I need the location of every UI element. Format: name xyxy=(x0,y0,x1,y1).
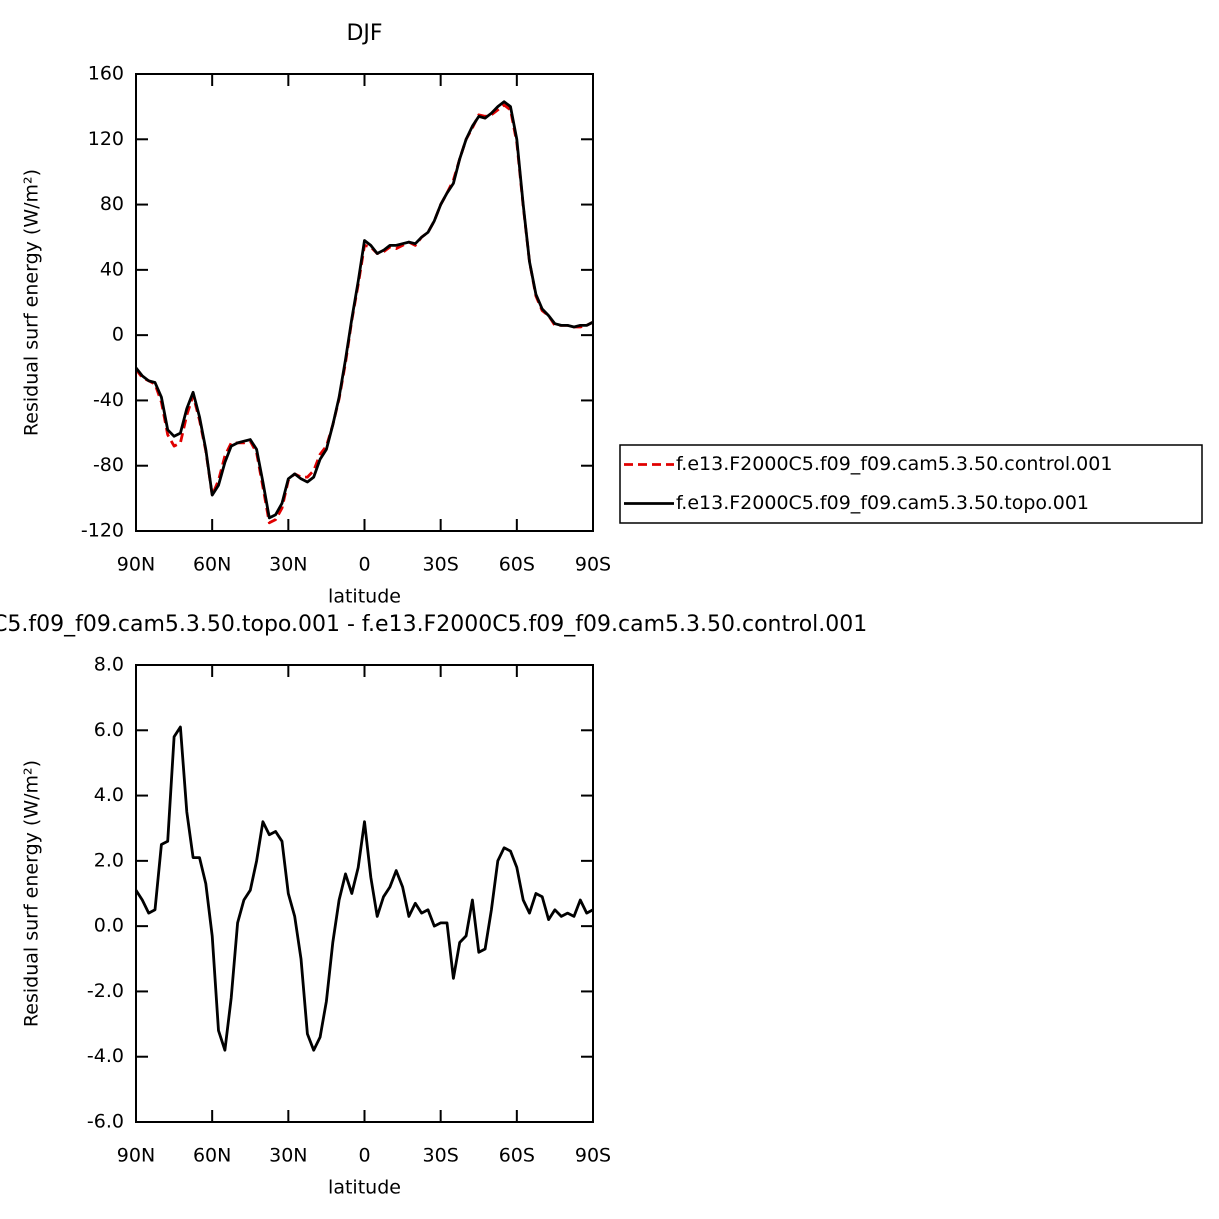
y-axis-label: Residual surf energy (W/m²) xyxy=(21,760,43,1027)
x-tick-label: 90N xyxy=(117,1145,155,1167)
y-tick-label: 120 xyxy=(88,128,124,150)
x-tick-label: 90S xyxy=(575,1145,611,1167)
y-tick-label: -4.0 xyxy=(87,1045,124,1067)
x-tick-label: 30S xyxy=(423,1145,459,1167)
x-tick-label: 60S xyxy=(499,1145,535,1167)
x-tick-label: 30N xyxy=(269,1145,307,1167)
x-tick-label: 30S xyxy=(423,554,459,576)
legend-label: f.e13.F2000C5.f09_f09.cam5.3.50.topo.001 xyxy=(676,492,1089,514)
y-tick-label: 8.0 xyxy=(94,654,124,676)
y-tick-label: 6.0 xyxy=(94,719,124,741)
y-tick-label: -80 xyxy=(93,454,124,476)
y-tick-label: 0 xyxy=(112,324,124,346)
x-tick-label: 0 xyxy=(358,554,370,576)
x-tick-label: 0 xyxy=(358,1145,370,1167)
x-axis-label: latitude xyxy=(328,586,401,608)
chart-title: DJF xyxy=(346,21,382,46)
y-tick-label: 160 xyxy=(88,63,124,85)
y-tick-label: 0.0 xyxy=(94,915,124,937)
data-line xyxy=(134,103,594,525)
y-tick-label: 4.0 xyxy=(94,784,124,806)
plot-frame xyxy=(135,73,594,532)
legend-box xyxy=(619,444,1203,524)
y-tick-label: -6.0 xyxy=(87,1111,124,1133)
data-line xyxy=(134,725,594,1052)
y-axis-label: Residual surf energy (W/m²) xyxy=(21,169,43,436)
x-tick-label: 30N xyxy=(269,554,307,576)
plot-frame xyxy=(135,664,594,1123)
data-line xyxy=(134,100,594,520)
legend-label: f.e13.F2000C5.f09_f09.cam5.3.50.control.… xyxy=(676,453,1112,475)
y-tick-label: -120 xyxy=(81,520,124,542)
y-tick-label: -40 xyxy=(93,389,124,411)
x-tick-label: 90N xyxy=(117,554,155,576)
y-tick-label: 2.0 xyxy=(94,849,124,871)
x-tick-label: 60S xyxy=(499,554,535,576)
chart-title: f.e13.F2000C5.f09_f09.cam5.3.50.topo.001… xyxy=(0,612,867,637)
x-axis-label: latitude xyxy=(328,1177,401,1199)
x-tick-label: 60N xyxy=(193,1145,231,1167)
y-tick-label: 40 xyxy=(100,258,124,280)
x-tick-label: 60N xyxy=(193,554,231,576)
x-tick-label: 90S xyxy=(575,554,611,576)
y-tick-label: 80 xyxy=(100,193,124,215)
y-tick-label: -2.0 xyxy=(87,980,124,1002)
